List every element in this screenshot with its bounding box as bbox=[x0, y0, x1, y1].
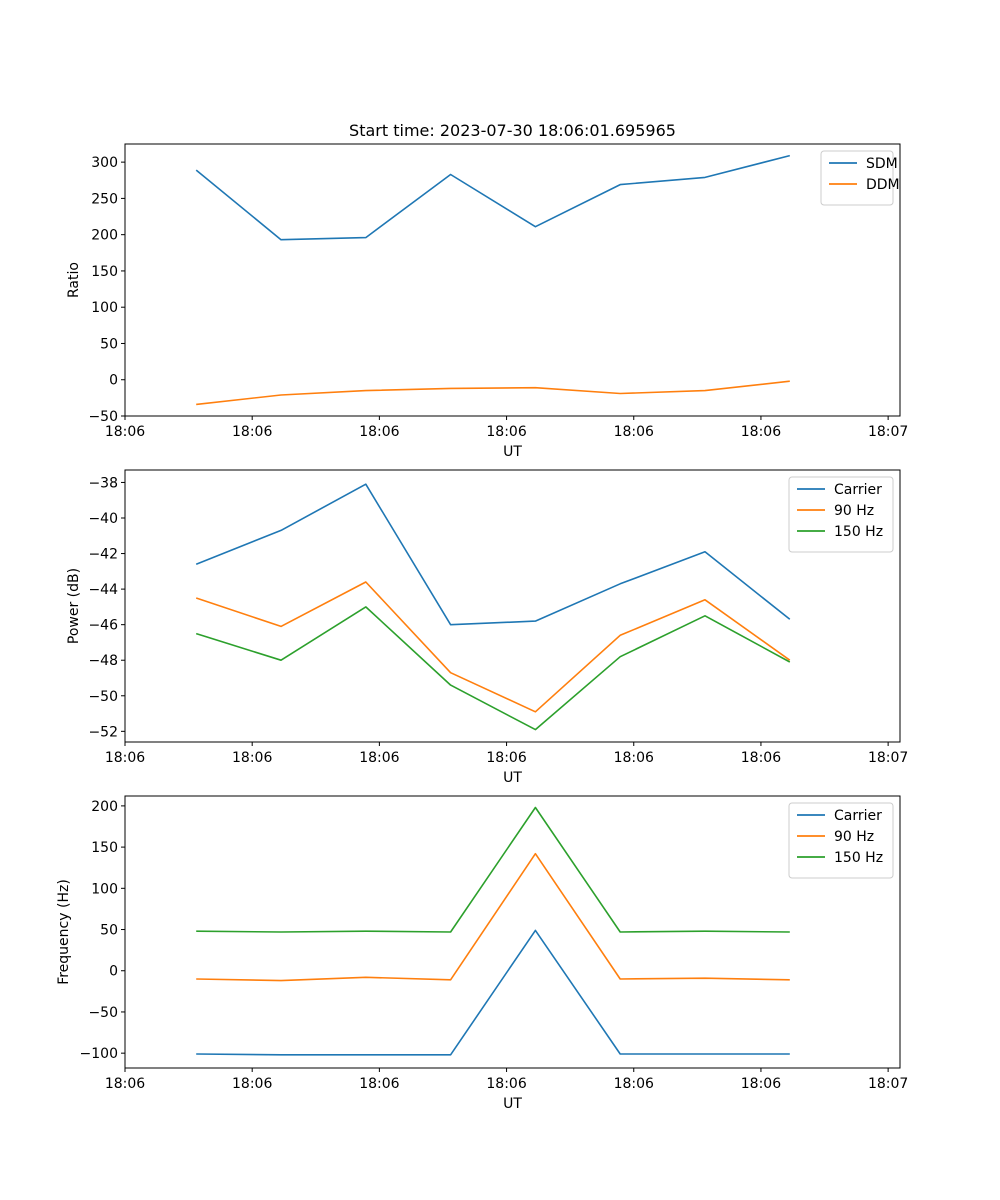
x-tick-label: 18:06 bbox=[741, 424, 781, 440]
series-line-sdm bbox=[195, 154, 790, 241]
x-tick-label: 18:06 bbox=[486, 1076, 526, 1092]
x-tick-label: 18:07 bbox=[868, 1076, 908, 1092]
y-tick-label: 150 bbox=[91, 264, 118, 280]
y-tick-label: −48 bbox=[88, 653, 118, 669]
legend: Carrier 90 Hz 150 Hz bbox=[788, 476, 894, 553]
x-tick-label: 18:06 bbox=[359, 750, 399, 766]
y-tick-label: 150 bbox=[91, 840, 118, 856]
x-tick-label: 18:06 bbox=[486, 750, 526, 766]
legend-label: 90 Hz bbox=[834, 503, 874, 519]
x-tick-label: 18:06 bbox=[105, 424, 145, 440]
x-tick-label: 18:06 bbox=[741, 750, 781, 766]
y-axis-label: Ratio bbox=[66, 262, 82, 298]
y-tick-label: 100 bbox=[91, 881, 118, 897]
x-axis-label: UT bbox=[503, 1096, 522, 1112]
y-tick-label: −40 bbox=[88, 511, 118, 527]
panels: −50 0 50 100 150 200 250 300 18:06 18:06 18:06 18:0… bbox=[56, 143, 908, 1112]
x-tick-label: 18:06 bbox=[232, 1076, 272, 1092]
legend-label: 150 Hz bbox=[834, 524, 883, 540]
legend-box bbox=[820, 150, 894, 206]
y-tick-label: 0 bbox=[109, 964, 118, 980]
legend-label: 150 Hz bbox=[834, 850, 883, 866]
x-tick-label: 18:06 bbox=[486, 424, 526, 440]
y-tick-label: −50 bbox=[88, 689, 118, 705]
legend-label: Carrier bbox=[834, 808, 882, 824]
series-line-90-hz bbox=[196, 852, 790, 982]
y-tick-label: −100 bbox=[80, 1046, 118, 1062]
legend-box bbox=[788, 476, 894, 553]
plot-frame bbox=[124, 143, 901, 417]
plot-frame bbox=[124, 469, 901, 743]
x-tick-label: 18:06 bbox=[614, 1076, 654, 1092]
y-tick-label: 0 bbox=[109, 373, 118, 389]
x-tick-label: 18:06 bbox=[614, 750, 654, 766]
series-line-carrier bbox=[196, 929, 790, 1056]
legend-label: SDM bbox=[866, 156, 898, 172]
x-tick-label: 18:06 bbox=[741, 1076, 781, 1092]
x-tick-label: 18:06 bbox=[105, 750, 145, 766]
legend: SDM DDM bbox=[820, 150, 900, 206]
y-axis-label: Power (dB) bbox=[66, 568, 82, 644]
x-tick-label: 18:06 bbox=[232, 424, 272, 440]
x-tick-label: 18:06 bbox=[359, 1076, 399, 1092]
legend-label: Carrier bbox=[834, 482, 882, 498]
legend: Carrier 90 Hz 150 Hz bbox=[788, 802, 894, 879]
x-axis-label: UT bbox=[503, 444, 522, 460]
y-tick-label: 200 bbox=[91, 799, 118, 815]
x-tick-label: 18:07 bbox=[868, 750, 908, 766]
series-line-90-hz bbox=[195, 581, 791, 713]
series-line-150-hz bbox=[195, 606, 791, 731]
legend-label: 90 Hz bbox=[834, 829, 874, 845]
y-tick-label: −42 bbox=[88, 547, 118, 563]
legend-box bbox=[788, 802, 894, 879]
y-tick-label: −38 bbox=[88, 475, 118, 491]
y-tick-label: −52 bbox=[88, 724, 118, 740]
x-tick-label: 18:07 bbox=[868, 424, 908, 440]
y-tick-label: 100 bbox=[91, 300, 118, 316]
y-tick-label: −50 bbox=[88, 409, 118, 425]
series-line-150-hz bbox=[196, 806, 790, 933]
y-tick-label: 50 bbox=[100, 923, 118, 939]
y-tick-label: 250 bbox=[91, 191, 118, 207]
x-tick-label: 18:06 bbox=[359, 424, 399, 440]
y-tick-label: 300 bbox=[91, 155, 118, 171]
subplot-2: −52 −50 −48 −46 −44 −42 −40 −38 18:06 18:06 18:06 1… bbox=[66, 469, 908, 786]
y-tick-label: −50 bbox=[88, 1005, 118, 1021]
y-tick-label: −46 bbox=[88, 618, 118, 634]
x-tick-label: 18:06 bbox=[232, 750, 272, 766]
y-axis-label: Frequency (Hz) bbox=[56, 879, 72, 985]
subplot-1: −50 0 50 100 150 200 250 300 18:06 18:06 18:06 18:0… bbox=[66, 143, 908, 460]
y-tick-label: 200 bbox=[91, 228, 118, 244]
chart-title: Start time: 2023-07-30 18:06:01.695965 bbox=[349, 121, 676, 140]
y-tick-label: −44 bbox=[88, 582, 118, 598]
x-axis-label: UT bbox=[503, 770, 522, 786]
y-tick-label: 50 bbox=[100, 336, 118, 352]
legend-label: DDM bbox=[866, 177, 900, 193]
plot-frame bbox=[124, 795, 901, 1069]
x-tick-label: 18:06 bbox=[105, 1076, 145, 1092]
x-tick-label: 18:06 bbox=[614, 424, 654, 440]
series-line-ddm bbox=[196, 380, 790, 406]
subplot-3: −100 −50 0 50 100 150 200 18:06 18:06 18:06 18:06 1… bbox=[56, 795, 908, 1112]
series-line-carrier bbox=[195, 483, 791, 626]
